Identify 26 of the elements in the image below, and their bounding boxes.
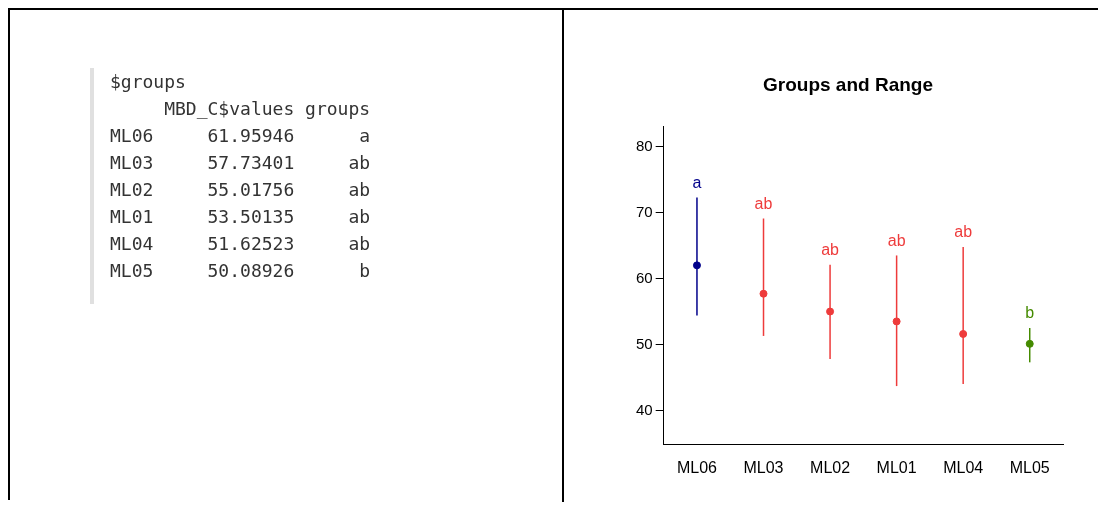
x-tick-label: ML01 xyxy=(876,458,917,476)
x-tick-label: ML06 xyxy=(676,458,718,476)
annotation: a xyxy=(692,173,702,191)
text: ML02 55.01756 ab xyxy=(110,178,371,202)
text: $groups xyxy=(110,70,187,94)
text: ML06 61.95946 a xyxy=(110,124,371,148)
y-tick-label: 50 xyxy=(636,334,653,352)
annotation: ab xyxy=(887,231,906,249)
y-tick-label: 40 xyxy=(636,400,653,418)
text: ML01 53.50135 ab xyxy=(110,205,371,229)
annotation: ab xyxy=(954,223,973,241)
x-tick-label: ML05 xyxy=(1009,458,1050,476)
text: ML05 50.08926 b xyxy=(110,259,371,283)
chart-title: Groups and Range xyxy=(763,73,933,95)
annotation: ab xyxy=(754,194,773,212)
annotation: ab xyxy=(821,241,840,259)
x-tick-label: ML03 xyxy=(743,458,784,476)
x-tick-label: ML04 xyxy=(943,458,984,476)
text: ML03 57.73401 ab xyxy=(110,151,371,175)
annotation: b xyxy=(1025,304,1035,322)
y-tick-label: 60 xyxy=(636,268,653,286)
y-tick-label: 80 xyxy=(636,136,653,154)
x-tick-label: ML02 xyxy=(810,458,851,476)
text: MBD_C$values groups xyxy=(163,97,371,121)
y-tick-label: 70 xyxy=(636,202,653,220)
text: ML04 51.62523 ab xyxy=(110,232,371,256)
